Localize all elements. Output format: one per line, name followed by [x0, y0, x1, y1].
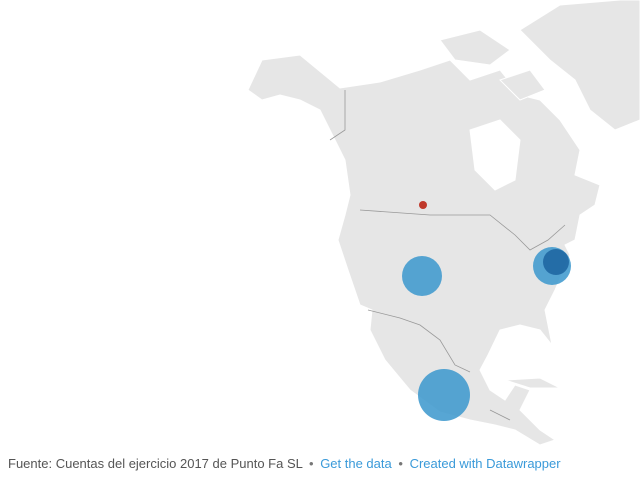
bubble	[418, 369, 470, 421]
bubble	[402, 256, 442, 296]
borders	[329, 90, 566, 421]
border	[359, 209, 566, 251]
border	[367, 309, 471, 373]
footer: Fuente: Cuentas del ejercicio 2017 de Pu…	[8, 456, 561, 471]
border	[489, 409, 511, 421]
greenland	[519, 0, 640, 131]
source: Fuente: Cuentas del ejercicio 2017 de Pu…	[8, 456, 303, 471]
bubble	[543, 249, 569, 275]
arctic-island	[439, 29, 511, 66]
border	[329, 90, 346, 141]
bubbles	[402, 201, 571, 421]
cuba	[504, 377, 561, 389]
arctic-island	[499, 69, 546, 101]
separator: •	[398, 456, 403, 471]
get-data-link[interactable]: Get the data	[320, 456, 392, 471]
map	[247, 0, 640, 446]
landmass	[247, 0, 640, 446]
bubble	[419, 201, 427, 209]
datawrapper-link[interactable]: Created with Datawrapper	[409, 456, 561, 471]
hudson-bay	[469, 119, 521, 191]
separator: •	[309, 456, 314, 471]
